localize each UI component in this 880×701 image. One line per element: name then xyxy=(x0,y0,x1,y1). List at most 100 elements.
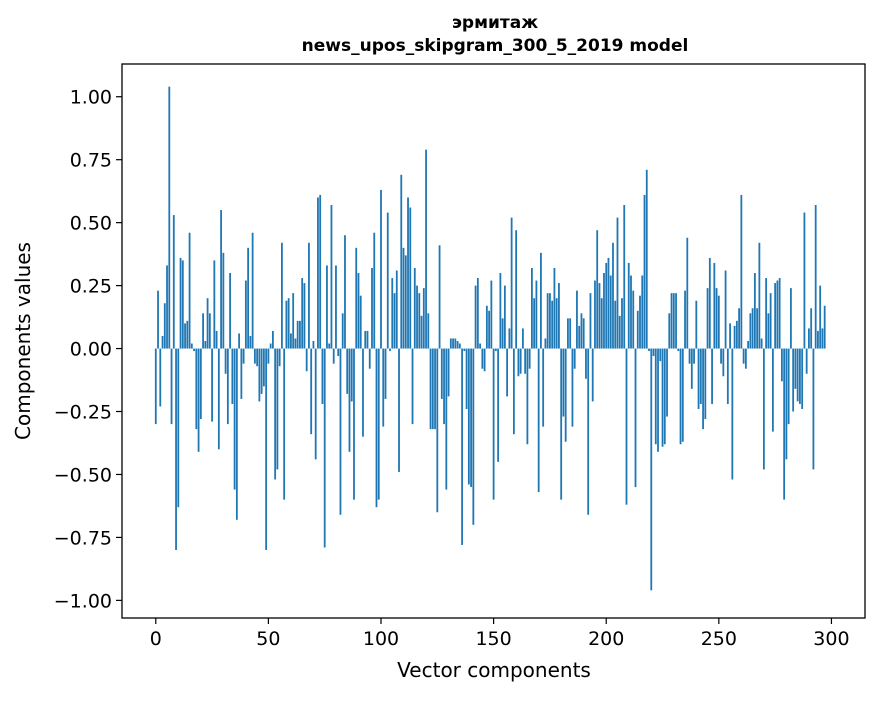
bar xyxy=(197,348,200,452)
bar xyxy=(603,273,605,349)
bar xyxy=(402,247,405,349)
bar xyxy=(546,293,549,349)
bar xyxy=(596,230,599,349)
bar xyxy=(657,348,659,452)
x-tick-label: 50 xyxy=(256,628,280,650)
bar xyxy=(585,348,587,379)
bar xyxy=(479,343,481,349)
x-tick-label: 0 xyxy=(150,628,162,650)
bar xyxy=(447,348,450,397)
bar xyxy=(168,86,171,349)
bar xyxy=(244,280,247,349)
bar xyxy=(188,232,191,349)
bar xyxy=(778,278,781,349)
bar xyxy=(494,348,497,352)
bar xyxy=(276,348,279,470)
bar xyxy=(621,298,623,349)
bar xyxy=(395,270,398,349)
bar xyxy=(688,348,691,364)
x-tick-label: 100 xyxy=(363,628,399,650)
bar xyxy=(348,348,351,452)
bar xyxy=(278,348,281,367)
bar xyxy=(427,313,430,349)
bar xyxy=(512,348,515,435)
bar xyxy=(762,348,765,470)
bar xyxy=(436,348,439,513)
bar xyxy=(639,295,641,349)
bar xyxy=(488,310,491,349)
bar xyxy=(645,169,648,349)
bar xyxy=(654,348,657,445)
bar xyxy=(693,348,695,364)
bar xyxy=(607,257,610,349)
bar xyxy=(540,252,542,349)
bar xyxy=(166,265,168,349)
bar xyxy=(767,313,770,349)
bar xyxy=(193,348,195,352)
bar xyxy=(384,348,387,399)
bar xyxy=(508,328,511,349)
bar xyxy=(314,348,317,460)
bar xyxy=(553,267,556,349)
x-axis-ticks: 0 50 100 150 200 250 300 xyxy=(150,618,850,650)
bar xyxy=(801,348,804,409)
bar xyxy=(799,348,801,404)
bar xyxy=(463,348,466,352)
bar xyxy=(668,313,671,349)
bar xyxy=(808,328,810,349)
bar xyxy=(713,262,716,349)
bar xyxy=(636,310,639,349)
bar xyxy=(785,348,788,460)
bar xyxy=(240,348,243,399)
bar xyxy=(780,348,783,382)
bar xyxy=(409,207,412,349)
bar xyxy=(458,343,461,349)
bar xyxy=(226,348,229,425)
bar xyxy=(776,280,779,349)
bar xyxy=(594,280,596,349)
bar xyxy=(481,348,484,369)
bar xyxy=(670,293,673,349)
bar xyxy=(386,212,389,349)
bar xyxy=(526,348,529,445)
bar xyxy=(794,348,797,389)
bar xyxy=(823,305,826,349)
bar xyxy=(533,298,536,349)
bar xyxy=(598,283,601,349)
bar xyxy=(366,330,369,349)
bar xyxy=(472,348,475,525)
bar xyxy=(301,278,304,349)
bar xyxy=(233,348,236,490)
bar xyxy=(697,348,700,409)
bar xyxy=(181,260,184,349)
bar xyxy=(648,348,650,352)
bar xyxy=(445,348,448,490)
bar xyxy=(625,348,628,505)
bar xyxy=(229,273,231,349)
bar xyxy=(341,313,344,349)
bar xyxy=(675,293,677,349)
bar xyxy=(163,303,166,349)
bar xyxy=(220,210,222,349)
bar xyxy=(407,197,409,349)
bar xyxy=(434,348,436,430)
bar xyxy=(819,285,822,349)
bar xyxy=(744,348,747,369)
bar xyxy=(715,288,718,349)
bar xyxy=(362,348,364,437)
bar xyxy=(281,242,283,349)
bar xyxy=(364,330,367,349)
bar xyxy=(524,348,527,374)
bar xyxy=(312,341,315,349)
bar xyxy=(591,348,594,402)
y-tick-label: −1.00 xyxy=(54,590,112,612)
bar xyxy=(350,348,353,402)
bar xyxy=(735,320,738,349)
bar xyxy=(821,328,824,349)
bar xyxy=(400,174,403,349)
y-axis-label: Components values xyxy=(11,242,35,440)
bar xyxy=(398,348,400,472)
bar xyxy=(380,189,382,349)
bar xyxy=(199,348,202,420)
bar xyxy=(652,348,655,357)
